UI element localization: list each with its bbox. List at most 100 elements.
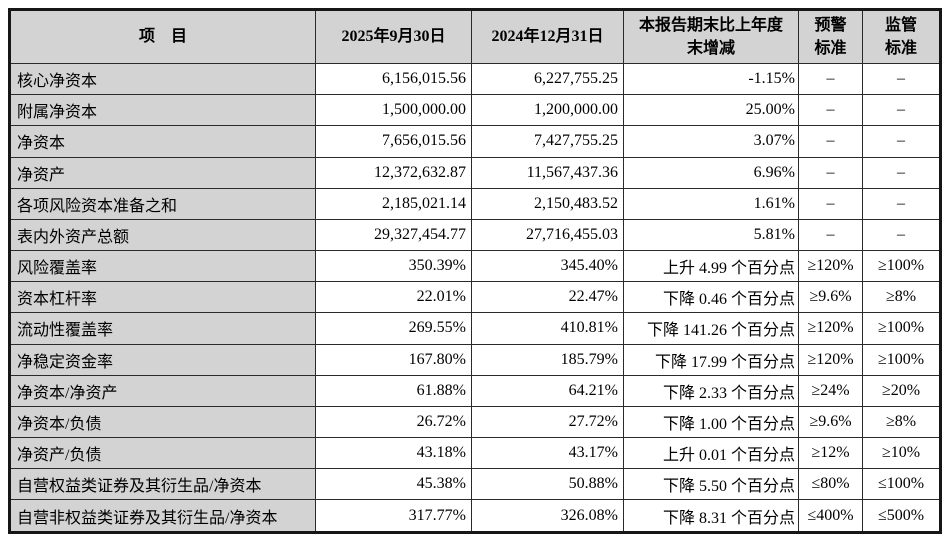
value-2024-cell: 27.72% — [471, 405, 624, 439]
change-cell: 上升 0.01 个百分点 — [623, 437, 799, 470]
item-cell: 净稳定资金率 — [9, 343, 316, 376]
table-row: 核心净资本 6,156,015.56 6,227,755.25 -1.15% –… — [9, 62, 941, 96]
warning-standard-cell: ≤400% — [798, 499, 863, 533]
header-date-2024: 2024年12月31日 — [471, 9, 624, 64]
value-2025-cell: 26.72% — [315, 405, 472, 439]
regulatory-standard-cell: ≥20% — [862, 374, 941, 407]
table-header-row: 项 目 2025年9月30日 2024年12月31日 本报告期末比上年度 末增减… — [9, 9, 941, 64]
value-2025-cell: 317.77% — [315, 499, 472, 533]
warning-standard-cell: ≤80% — [798, 468, 863, 501]
item-cell: 表内外资产总额 — [9, 218, 316, 252]
table-row: 自营非权益类证券及其衍生品/净资本 317.77% 326.08% 下降 8.3… — [9, 499, 941, 533]
change-cell: 3.07% — [623, 125, 799, 158]
regulatory-standard-cell: – — [862, 125, 941, 158]
change-cell: 下降 8.31 个百分点 — [623, 499, 799, 533]
value-2025-cell: 1,500,000.00 — [315, 94, 472, 127]
warning-standard-cell: – — [798, 125, 863, 158]
regulatory-standard-cell: ≥8% — [862, 281, 941, 314]
table-row: 净资产 12,372,632.87 11,567,437.36 6.96% – … — [9, 156, 941, 189]
item-cell: 净资产/负债 — [9, 437, 316, 470]
warning-standard-cell: – — [798, 156, 863, 189]
header-date-2025: 2025年9月30日 — [315, 9, 472, 64]
value-2024-cell: 185.79% — [471, 343, 624, 376]
item-cell: 净资本/净资产 — [9, 374, 316, 407]
regulatory-standard-cell: ≥100% — [862, 250, 941, 283]
value-2025-cell: 7,656,015.56 — [315, 125, 472, 158]
table-row: 表内外资产总额 29,327,454.77 27,716,455.03 5.81… — [9, 218, 941, 252]
table-row: 净稳定资金率 167.80% 185.79% 下降 17.99 个百分点 ≥12… — [9, 343, 941, 376]
warning-standard-cell: ≥12% — [798, 437, 863, 470]
item-cell: 资本杠杆率 — [9, 281, 316, 314]
change-cell: 25.00% — [623, 94, 799, 127]
item-cell: 净资本 — [9, 125, 316, 158]
item-cell: 自营权益类证券及其衍生品/净资本 — [9, 468, 316, 501]
warning-standard-cell: ≥9.6% — [798, 281, 863, 314]
value-2024-cell: 345.40% — [471, 250, 624, 283]
table-row: 净资本/负债 26.72% 27.72% 下降 1.00 个百分点 ≥9.6% … — [9, 405, 941, 439]
change-cell: 下降 5.50 个百分点 — [623, 468, 799, 501]
regulatory-standard-cell: ≤100% — [862, 468, 941, 501]
value-2025-cell: 2,185,021.14 — [315, 187, 472, 220]
table-row: 净资本/净资产 61.88% 64.21% 下降 2.33 个百分点 ≥24% … — [9, 374, 941, 407]
warning-standard-cell: ≥120% — [798, 312, 863, 345]
value-2024-cell: 2,150,483.52 — [471, 187, 624, 220]
value-2024-cell: 27,716,455.03 — [471, 218, 624, 252]
change-cell: 下降 0.46 个百分点 — [623, 281, 799, 314]
value-2024-cell: 22.47% — [471, 281, 624, 314]
value-2025-cell: 350.39% — [315, 250, 472, 283]
value-2024-cell: 43.17% — [471, 437, 624, 470]
regulatory-standard-cell: ≥8% — [862, 405, 941, 439]
value-2025-cell: 22.01% — [315, 281, 472, 314]
header-change: 本报告期末比上年度 末增减 — [623, 9, 799, 64]
change-cell: 下降 141.26 个百分点 — [623, 312, 799, 345]
table-row: 净资本 7,656,015.56 7,427,755.25 3.07% – – — [9, 125, 941, 158]
change-cell: 上升 4.99 个百分点 — [623, 250, 799, 283]
header-regulatory-standard: 监管 标准 — [862, 9, 941, 64]
value-2025-cell: 269.55% — [315, 312, 472, 345]
regulatory-standard-cell: ≥100% — [862, 312, 941, 345]
table-row: 资本杠杆率 22.01% 22.47% 下降 0.46 个百分点 ≥9.6% ≥… — [9, 281, 941, 314]
table-row: 流动性覆盖率 269.55% 410.81% 下降 141.26 个百分点 ≥1… — [9, 312, 941, 345]
regulatory-standard-cell: ≤500% — [862, 499, 941, 533]
item-cell: 核心净资本 — [9, 62, 316, 96]
value-2024-cell: 11,567,437.36 — [471, 156, 624, 189]
item-cell: 风险覆盖率 — [9, 250, 316, 283]
change-cell: 5.81% — [623, 218, 799, 252]
warning-standard-cell: ≥24% — [798, 374, 863, 407]
value-2024-cell: 64.21% — [471, 374, 624, 407]
regulatory-standard-cell: – — [862, 156, 941, 189]
item-cell: 各项风险资本准备之和 — [9, 187, 316, 220]
warning-standard-cell: – — [798, 94, 863, 127]
value-2024-cell: 50.88% — [471, 468, 624, 501]
item-cell: 净资本/负债 — [9, 405, 316, 439]
value-2025-cell: 167.80% — [315, 343, 472, 376]
warning-standard-cell: – — [798, 62, 863, 96]
table-row: 净资产/负债 43.18% 43.17% 上升 0.01 个百分点 ≥12% ≥… — [9, 437, 941, 470]
header-item: 项 目 — [9, 9, 316, 64]
warning-standard-cell: ≥120% — [798, 250, 863, 283]
value-2025-cell: 12,372,632.87 — [315, 156, 472, 189]
warning-standard-cell: ≥120% — [798, 343, 863, 376]
regulatory-standard-cell: ≥100% — [862, 343, 941, 376]
header-warning-standard: 预警 标准 — [798, 9, 863, 64]
value-2024-cell: 7,427,755.25 — [471, 125, 624, 158]
change-cell: 下降 2.33 个百分点 — [623, 374, 799, 407]
change-cell: 下降 1.00 个百分点 — [623, 405, 799, 439]
item-cell: 自营非权益类证券及其衍生品/净资本 — [9, 499, 316, 533]
regulatory-standard-cell: – — [862, 218, 941, 252]
warning-standard-cell: ≥9.6% — [798, 405, 863, 439]
warning-standard-cell: – — [798, 187, 863, 220]
regulatory-standard-cell: – — [862, 62, 941, 96]
change-cell: 1.61% — [623, 187, 799, 220]
table-row: 风险覆盖率 350.39% 345.40% 上升 4.99 个百分点 ≥120%… — [9, 250, 941, 283]
value-2025-cell: 43.18% — [315, 437, 472, 470]
table-row: 各项风险资本准备之和 2,185,021.14 2,150,483.52 1.6… — [9, 187, 941, 220]
table-row: 附属净资本 1,500,000.00 1,200,000.00 25.00% –… — [9, 94, 941, 127]
table-row: 自营权益类证券及其衍生品/净资本 45.38% 50.88% 下降 5.50 个… — [9, 468, 941, 501]
change-cell: 下降 17.99 个百分点 — [623, 343, 799, 376]
value-2024-cell: 326.08% — [471, 499, 624, 533]
value-2025-cell: 45.38% — [315, 468, 472, 501]
value-2024-cell: 6,227,755.25 — [471, 62, 624, 96]
item-cell: 流动性覆盖率 — [9, 312, 316, 345]
